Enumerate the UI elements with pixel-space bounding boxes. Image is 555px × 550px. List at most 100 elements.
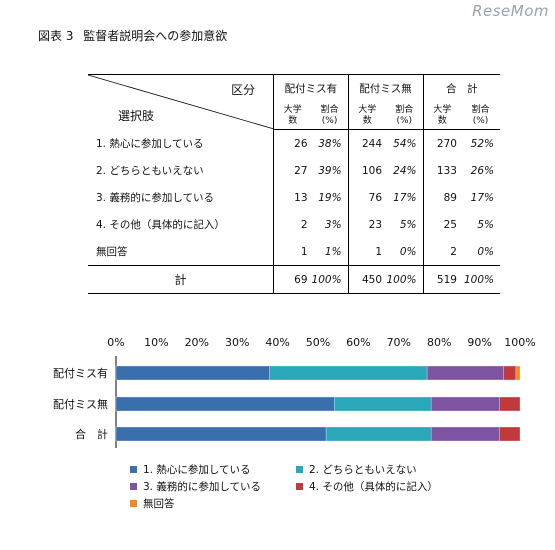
sub-header-pct: 割合 (%)	[311, 102, 349, 130]
cell-pct: 17%	[393, 191, 417, 204]
sub-pct-line1: 割合	[320, 104, 339, 115]
legend-label: 無回答	[143, 498, 175, 510]
cell-pct: 5%	[477, 218, 494, 231]
cell-count: 89	[422, 184, 461, 211]
table-row: 無回答 1 1% 1 0% 2 0%	[88, 238, 500, 266]
bar-segment	[515, 365, 521, 381]
cell-count: 106	[347, 157, 387, 184]
bar-segment	[115, 365, 270, 381]
total-row: 計 69 100% 450 100% 519 100%	[88, 265, 500, 294]
sub-header-count: 大学数	[273, 102, 312, 130]
legend-label: 2. どちらともいえない	[309, 464, 417, 476]
row-label: 1. 熱心に参加している	[96, 137, 204, 150]
row-label: 無回答	[96, 246, 128, 258]
sub-header-count: 大学数	[422, 102, 461, 130]
legend-label: 1. 熱心に参加している	[143, 464, 251, 476]
x-tick-label: 70%	[387, 336, 411, 349]
x-tick-label: 60%	[346, 336, 370, 349]
sub-count-line1: 大学	[433, 104, 452, 115]
x-tick-label: 80%	[427, 336, 451, 349]
legend-swatch	[130, 466, 137, 473]
table-row: 2. どちらともいえない 27 39% 106 24% 133 26%	[88, 157, 500, 184]
x-tick-label: 100%	[504, 336, 535, 349]
category-label: 配付ミス有	[53, 366, 108, 380]
cell-pct: 26%	[470, 164, 494, 177]
row-label: 2. どちらともいえない	[96, 165, 204, 177]
data-table: 区分 選択肢 配付ミス有 配付ミス無 合 計 大学数 割合 (%) 大学数 割合(…	[88, 74, 500, 294]
group-header-3: 合 計	[422, 74, 500, 102]
x-tick-label: 30%	[225, 336, 249, 349]
sub-header-count: 大学数	[347, 102, 387, 130]
bar-segment	[115, 396, 335, 412]
stacked-bar-chart: 0% 10% 20% 30% 40% 50% 60% 70% 80% 90% 100% 配付ミス有配付…	[53, 336, 536, 448]
cell-pct: 38%	[318, 137, 342, 150]
bar-segment	[269, 365, 428, 381]
sub-count-line1: 大学	[358, 104, 377, 115]
cell-pct: 19%	[318, 191, 342, 204]
bar-segment	[334, 396, 432, 412]
group-header-1: 配付ミス有	[273, 74, 349, 102]
sub-pct-line2: (%)	[396, 115, 413, 126]
sub-pct-line1: 割合	[471, 104, 490, 115]
total-pct: 100%	[311, 265, 349, 294]
sub-count-line2: 数	[437, 115, 447, 126]
cell-pct: 5%	[399, 218, 417, 231]
resemom-logo: ReseMom	[472, 2, 549, 20]
legend-swatch	[130, 500, 137, 507]
cell-pct: 54%	[393, 137, 417, 150]
corner-top-label: 区分	[231, 83, 256, 97]
total-count: 450	[347, 265, 387, 294]
cell-pct: 52%	[470, 137, 494, 150]
legend-swatch	[296, 466, 303, 473]
cell-pct: 17%	[470, 191, 494, 204]
cell-count: 244	[347, 129, 387, 157]
legend-swatch	[296, 483, 303, 490]
cell-count: 76	[347, 184, 387, 211]
cell-pct: 0%	[399, 245, 417, 258]
x-tick-label: 0%	[107, 336, 124, 349]
x-tick-label: 10%	[144, 336, 168, 349]
legend-item: 2. どちらともいえない	[296, 462, 417, 477]
figure-title-text: 監督者説明会への参加意欲	[83, 29, 228, 43]
cell-count: 27	[273, 157, 312, 184]
bar-segment	[325, 426, 432, 442]
x-tick-label: 90%	[467, 336, 491, 349]
legend-item: 1. 熱心に参加している	[130, 462, 251, 477]
sub-pct-line2: (%)	[321, 115, 338, 126]
row-label: 3. 義務的に参加している	[96, 192, 215, 204]
cell-pct: 3%	[324, 218, 342, 231]
bar-segment	[499, 426, 521, 442]
bar-segment	[115, 426, 327, 442]
cell-count: 1	[273, 238, 312, 266]
legend-label: 4. その他（具体的に記入）	[309, 481, 438, 493]
row-label: 4. その他（具体的に記入）	[96, 219, 225, 231]
total-count: 69	[273, 265, 312, 294]
cell-count: 2	[273, 211, 312, 238]
bar-segment	[503, 365, 517, 381]
sub-pct-line1: 割合	[395, 104, 414, 115]
cell-pct: 1%	[324, 245, 342, 258]
table-row: 1. 熱心に参加している 26 38% 244 54% 270 52%	[88, 129, 500, 157]
table-corner-cell: 区分 選択肢	[88, 74, 274, 130]
corner-diagonal	[88, 75, 274, 129]
sub-header-pct: 割合 (%)	[460, 102, 500, 130]
x-tick-label: 40%	[265, 336, 289, 349]
cell-count: 13	[273, 184, 312, 211]
bar-segment	[430, 396, 500, 412]
cell-count: 26	[273, 129, 312, 157]
total-count: 519	[422, 265, 461, 294]
bar-segment	[426, 365, 504, 381]
figure-title: 図表 3 監督者説明会への参加意欲	[38, 27, 233, 44]
figure-label: 図表 3	[38, 29, 74, 43]
cell-pct: 24%	[393, 164, 417, 177]
legend-item: 4. その他（具体的に記入）	[296, 479, 438, 494]
category-label: 合 計	[75, 427, 108, 441]
cell-count: 133	[422, 157, 461, 184]
total-label: 計	[88, 265, 274, 294]
sub-count-line1: 大学	[283, 104, 302, 115]
cell-pct: 39%	[318, 164, 342, 177]
cell-count: 23	[347, 211, 387, 238]
legend-item: 無回答	[130, 496, 175, 511]
total-pct: 100%	[460, 265, 500, 294]
cell-count: 1	[347, 238, 387, 266]
